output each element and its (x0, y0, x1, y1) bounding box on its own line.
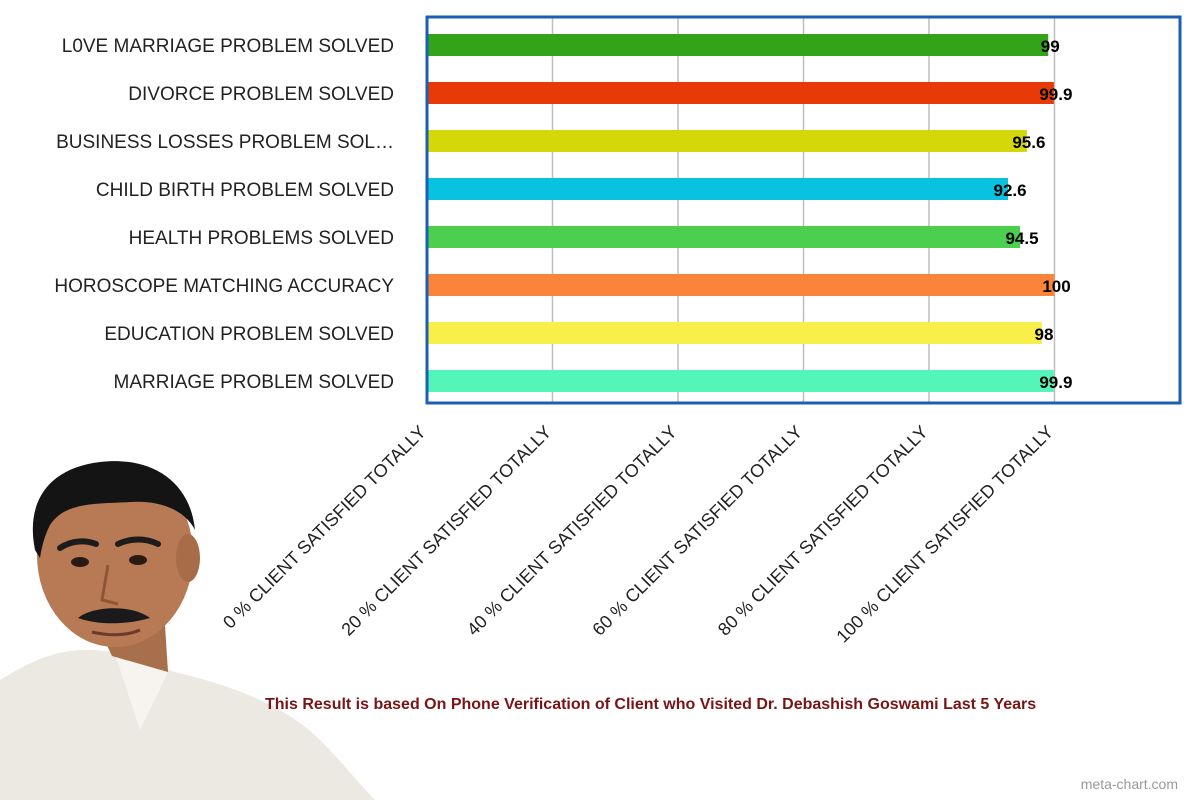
bar (428, 370, 1054, 392)
credit-text: meta-chart.com (1080, 776, 1178, 792)
data-label: 92.6 (994, 181, 1027, 200)
data-label: 98 (1034, 325, 1053, 344)
data-label: 99.9 (1039, 373, 1072, 392)
footnote: This Result is based On Phone Verificati… (265, 696, 1037, 713)
bar (428, 82, 1054, 104)
bar (428, 178, 1009, 200)
bar (428, 34, 1049, 56)
category-label: HOROSCOPE MATCHING ACCURACY (54, 276, 394, 297)
data-label: 95.6 (1012, 133, 1045, 152)
category-label: BUSINESS LOSSES PROBLEM SOL… (56, 132, 394, 153)
category-label: L0VE MARRIAGE PROBLEM SOLVED (62, 36, 394, 57)
data-label: 94.5 (1005, 229, 1038, 248)
x-tick-label: 100 % CLIENT SATISFIED TOTALLY (832, 422, 1057, 647)
bar (428, 226, 1020, 248)
category-labels: L0VE MARRIAGE PROBLEM SOLVED DIVORCE PROB… (54, 36, 394, 393)
bar (428, 274, 1055, 296)
portrait-photo (0, 461, 375, 800)
x-tick-label: 40 % CLIENT SATISFIED TOTALLY (463, 422, 681, 640)
category-label: CHILD BIRTH PROBLEM SOLVED (96, 180, 394, 201)
category-label: EDUCATION PROBLEM SOLVED (104, 324, 394, 345)
grid-lines (426, 17, 1056, 403)
category-label: HEALTH PROBLEMS SOLVED (129, 228, 394, 249)
bar (428, 322, 1042, 344)
value-labels: 99 99.9 95.6 92.6 94.5 100 98 99.9 (994, 37, 1073, 392)
bar (428, 130, 1027, 152)
category-label: DIVORCE PROBLEM SOLVED (128, 84, 394, 105)
category-label: MARRIAGE PROBLEM SOLVED (114, 372, 395, 393)
bars (428, 34, 1055, 392)
data-label: 99 (1041, 37, 1060, 56)
x-tick-label: 80 % CLIENT SATISFIED TOTALLY (714, 422, 932, 640)
data-label: 100 (1042, 277, 1070, 296)
x-tick-label: 60 % CLIENT SATISFIED TOTALLY (588, 422, 806, 640)
data-label: 99.9 (1039, 85, 1072, 104)
plot-frame (425, 15, 1182, 405)
